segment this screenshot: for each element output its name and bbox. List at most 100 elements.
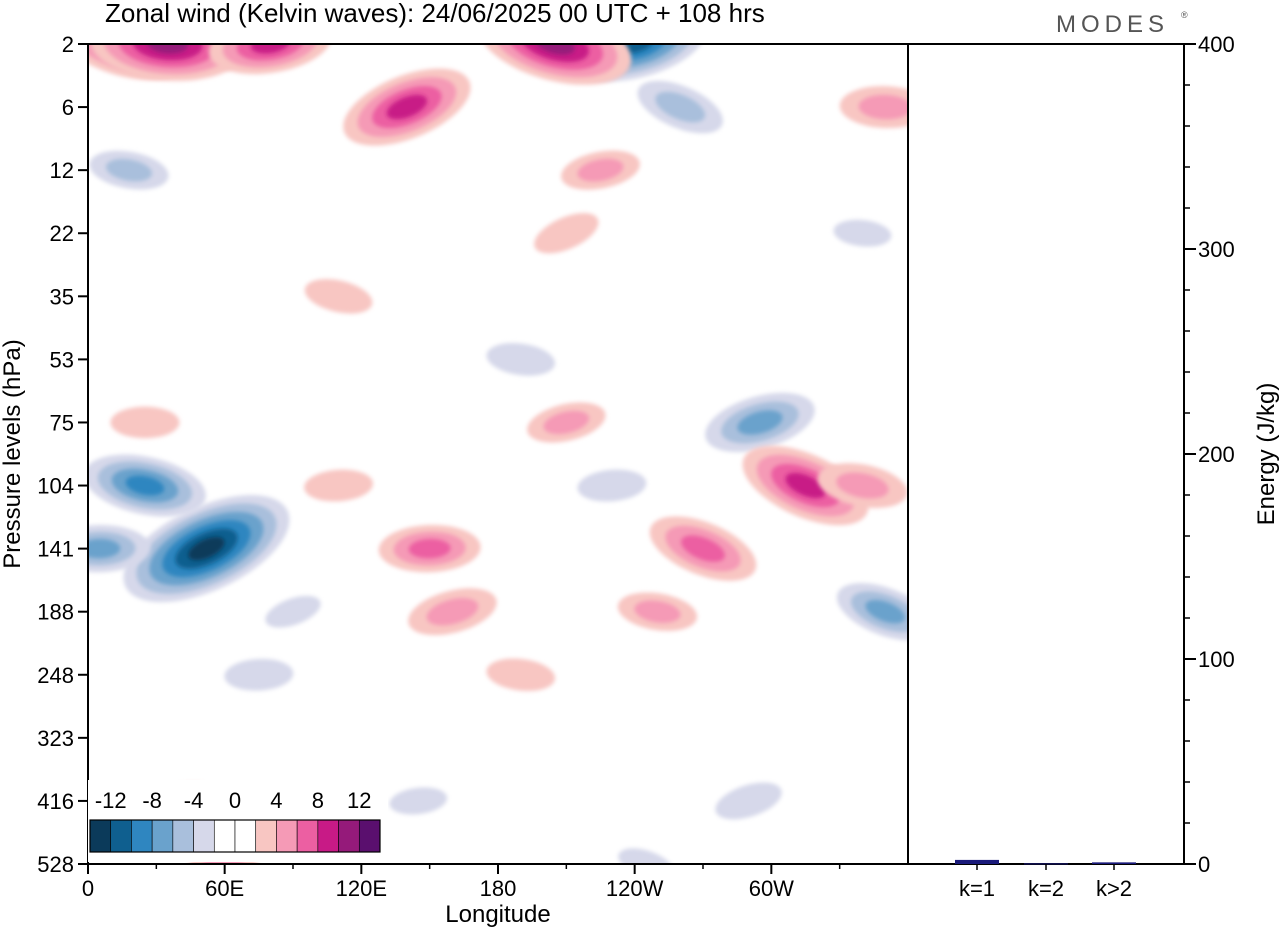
colorbar-swatch — [338, 819, 360, 853]
contour-level — [389, 787, 448, 815]
contour-level — [188, 536, 225, 561]
contour-level — [520, 44, 589, 63]
energy-y-axis: 0 100 200 300 400 — [1184, 32, 1235, 877]
contour-level — [486, 658, 556, 692]
wind-anomaly-7 — [705, 392, 815, 453]
colorbar-swatch — [110, 819, 132, 853]
contour-level — [833, 219, 892, 247]
contour-level — [426, 598, 479, 626]
energy-tick-label: 100 — [1198, 647, 1235, 672]
wind-anomaly-11 — [715, 782, 782, 820]
colorbar-swatch — [89, 819, 112, 853]
y-tick-label: 75 — [50, 410, 74, 435]
contour-level — [250, 44, 290, 54]
colorbar-swatch — [296, 819, 319, 853]
wind-anomaly-5 — [89, 150, 169, 190]
energy-bar — [1092, 862, 1136, 864]
colorbar: -12 -8 -4 0 4 8 12 — [88, 780, 388, 862]
contour-level — [236, 44, 304, 61]
contour-level — [125, 475, 165, 496]
wind-anomaly-2 — [88, 525, 151, 573]
wind-anomaly-30 — [408, 588, 497, 636]
x-tick-label: 0 — [82, 876, 94, 901]
contour-level — [486, 343, 556, 376]
y-tick-label: 12 — [50, 158, 74, 183]
energy-tick-label: 200 — [1198, 442, 1235, 467]
x-tick-label: 180 — [480, 876, 517, 901]
wind-anomaly-31 — [649, 516, 757, 581]
contour-level — [715, 782, 782, 820]
contour-level — [386, 94, 428, 120]
contour-level — [535, 44, 575, 55]
wind-anomaly-14 — [389, 787, 448, 815]
colorbar-label: 12 — [347, 788, 371, 813]
x-tick-label: 60E — [205, 876, 244, 901]
contour-level — [836, 472, 889, 499]
x-tick-label: 120W — [606, 876, 664, 901]
y-axis: 2 6 12 22 35 53 75 104 141 188 248 323 416 528 — [37, 32, 88, 877]
y-tick-label: 53 — [50, 347, 74, 372]
wind-anomaly-1 — [88, 454, 206, 517]
logo-registered-mark: ® — [1181, 10, 1188, 20]
wind-anomaly-28 — [817, 463, 908, 508]
colorbar-swatch — [255, 819, 277, 853]
wind-anomaly-32 — [617, 592, 698, 631]
colorbar-swatch — [213, 819, 236, 853]
wind-anomaly-6 — [224, 658, 294, 691]
contour-level — [858, 94, 908, 120]
wind-anomaly-22 — [561, 150, 640, 190]
colorbar-label: 4 — [270, 788, 282, 813]
wind-anomaly-4 — [637, 80, 723, 134]
colorbar-frame — [89, 819, 381, 853]
y-tick-label: 35 — [50, 284, 74, 309]
contour-level — [224, 658, 294, 691]
wind-anomaly-18 — [208, 44, 332, 75]
chart-title: Zonal wind (Kelvin waves): 24/06/2025 00… — [105, 0, 765, 28]
energy-bars — [955, 859, 1136, 865]
energy-cat-label: k=2 — [1028, 876, 1064, 901]
y-tick-label: 188 — [37, 600, 74, 625]
wind-anomaly-15 — [265, 595, 321, 628]
y-tick-label: 248 — [37, 663, 74, 688]
x-tick-label: 60W — [749, 876, 794, 901]
wind-anomaly-26 — [527, 402, 606, 443]
y-tick-label: 528 — [37, 852, 74, 877]
contour-level — [304, 469, 373, 502]
y-tick-label: 104 — [37, 474, 74, 499]
y-tick-label: 141 — [37, 537, 74, 562]
y-tick-label: 416 — [37, 789, 74, 814]
x-axis: 0 60E 120E 180 120W 60W — [82, 864, 841, 901]
contour-level — [681, 535, 725, 562]
wind-anomaly-0 — [123, 495, 290, 603]
y-tick-label: 2 — [62, 32, 74, 57]
contour-level — [543, 410, 590, 435]
contour-level — [577, 469, 647, 502]
contour-level — [304, 279, 373, 314]
wind-anomaly-10 — [577, 469, 647, 502]
wind-anomaly-13 — [833, 219, 892, 247]
contour-level — [785, 472, 826, 499]
wind-anomaly-29 — [378, 524, 481, 573]
contour-level — [534, 213, 599, 254]
wind-anomaly-8 — [836, 583, 908, 641]
wind-anomaly-36 — [486, 658, 556, 692]
x-axis-label: Longitude — [445, 901, 550, 928]
contour-level — [105, 158, 153, 182]
colorbar-swatch — [358, 819, 381, 853]
energy-cat-label: k>2 — [1096, 876, 1132, 901]
y-tick-label: 6 — [62, 95, 74, 120]
x-tick-label: 120E — [336, 876, 387, 901]
colorbar-label: -8 — [142, 788, 162, 813]
contour-level — [408, 538, 451, 559]
wind-anomaly-21 — [839, 86, 908, 129]
energy-tick-label: 0 — [1198, 852, 1210, 877]
contour-level — [265, 595, 321, 628]
energy-plot-frame — [907, 43, 1185, 865]
y-axis-label: Pressure levels (hPa) — [0, 339, 26, 568]
energy-bar — [1024, 863, 1068, 865]
wind-anomaly-27 — [742, 445, 869, 526]
energy-tick-label: 300 — [1198, 237, 1235, 262]
colorbar-label: 0 — [229, 788, 241, 813]
wind-anomaly-25 — [110, 406, 180, 439]
colorbar-label: 8 — [312, 788, 324, 813]
